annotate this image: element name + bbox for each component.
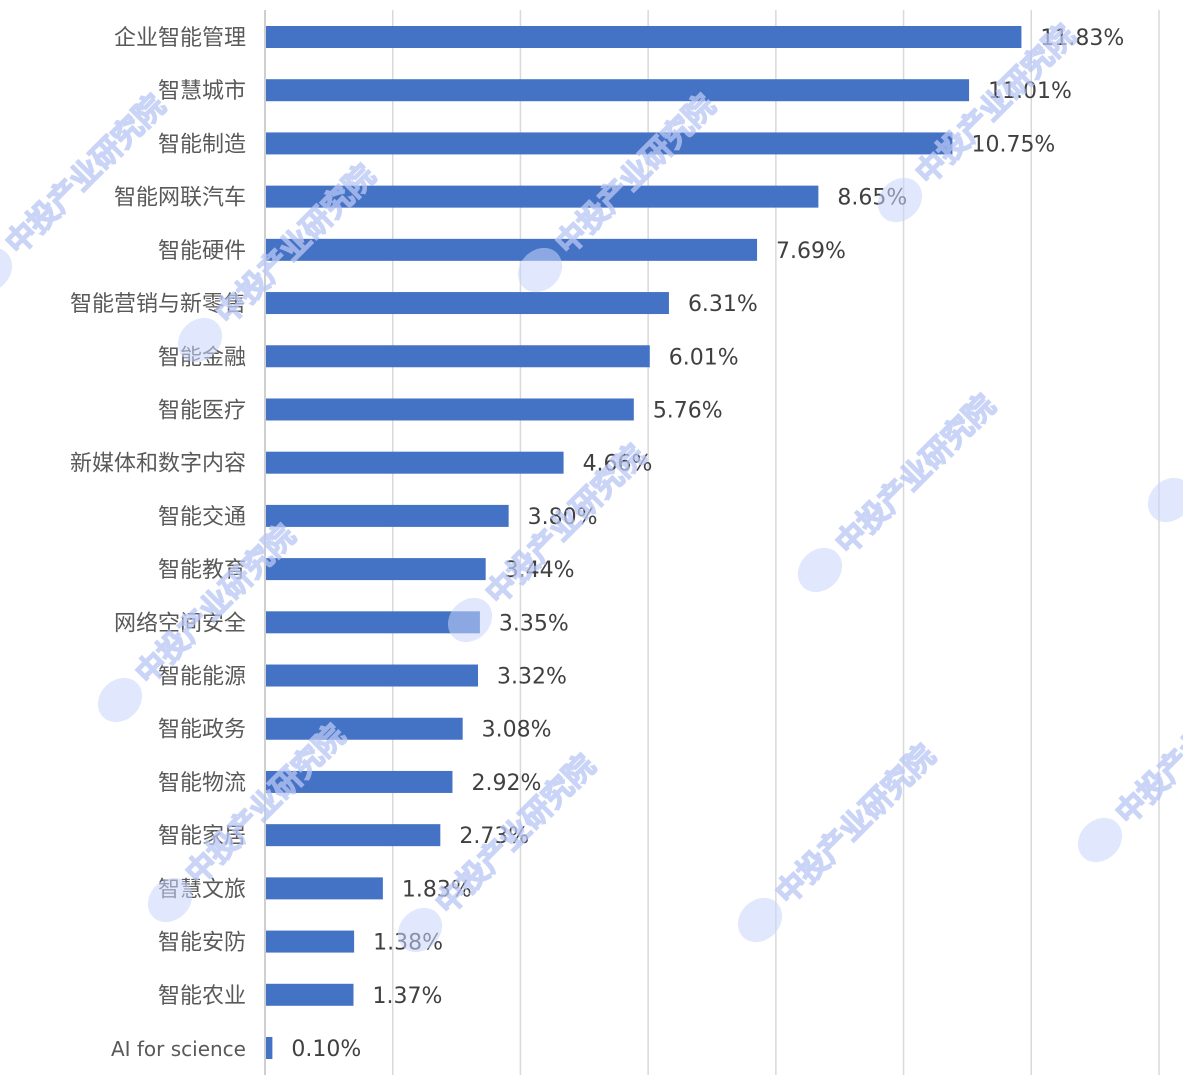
watermark-text: 中投产业研究院 (1179, 318, 1183, 491)
data-label: 10.75% (971, 132, 1055, 157)
bar (266, 132, 953, 155)
watermark-text: 中投产业研究院 (179, 718, 352, 891)
category-label: 智能政务 (158, 718, 246, 743)
data-label: 1.37% (372, 984, 442, 1009)
bar (266, 26, 1022, 48)
bar (266, 345, 650, 368)
category-label: 企业智能管理 (114, 26, 246, 51)
watermark-text: 中投产业研究院 (829, 388, 1002, 561)
category-label: 智能交通 (158, 505, 246, 530)
watermark-logo-icon (737, 897, 783, 943)
data-label: 5.76% (653, 398, 723, 423)
bar (266, 451, 564, 474)
watermark-logo-icon (877, 177, 923, 223)
data-label: 3.80% (528, 505, 598, 530)
data-label: 11.01% (988, 79, 1072, 104)
watermark-logo-icon (797, 547, 843, 593)
bar (266, 611, 480, 634)
data-label: 7.69% (776, 239, 846, 264)
watermark: 中投产业研究院 (797, 388, 1003, 593)
category-label: AI for science (111, 1037, 246, 1061)
data-label: 0.10% (291, 1037, 361, 1062)
bar (266, 79, 970, 102)
watermark: 中投产业研究院 (737, 738, 943, 943)
category-label: 智能营销与新零售 (70, 292, 246, 317)
watermark-logo-icon (1147, 477, 1183, 523)
bar (266, 770, 453, 793)
watermark-logo-icon (1077, 817, 1123, 863)
category-label: 智能教育 (158, 558, 246, 583)
bar (266, 983, 354, 1006)
data-labels: 11.83%11.01%10.75%8.65%7.69%6.31%6.01%5.… (291, 26, 1124, 1062)
watermark-text: 中投产业研究院 (549, 88, 722, 261)
category-label: 智能物流 (158, 771, 246, 796)
category-label: 智能制造 (158, 132, 246, 157)
data-label: 1.83% (402, 877, 472, 902)
watermark: 中投产业研究院 (1147, 318, 1183, 523)
data-label: 6.31% (688, 292, 758, 317)
bar (266, 558, 486, 581)
bar (266, 877, 383, 900)
category-labels: 企业智能管理智慧城市智能制造智能网联汽车智能硬件智能营销与新零售智能金融智能医疗… (70, 26, 246, 1061)
data-label: 4.66% (583, 452, 653, 477)
category-label: 智能家居 (158, 824, 246, 849)
bar (266, 398, 634, 421)
bar (266, 930, 355, 953)
watermark-logo-icon (447, 597, 493, 643)
category-label: 智能安防 (158, 931, 246, 956)
watermark: 中投产业研究院 (877, 18, 1083, 223)
category-label: 网络空间安全 (114, 611, 246, 636)
watermark-logo-icon (397, 907, 443, 953)
bar (266, 1037, 273, 1059)
data-label: 2.92% (471, 771, 541, 796)
watermark-logo-icon (0, 247, 13, 293)
data-label: 2.73% (459, 824, 529, 849)
category-label: 智能能源 (158, 665, 246, 690)
gridlines (264, 10, 1160, 1075)
category-label: 智能农业 (158, 984, 246, 1009)
data-label: 3.44% (505, 558, 575, 583)
watermark-logo-icon (97, 677, 143, 723)
category-label: 智慧城市 (158, 79, 246, 104)
bar (266, 717, 463, 740)
watermark-logo-icon (177, 317, 223, 363)
data-label: 3.35% (499, 611, 569, 636)
bar (266, 185, 819, 208)
bar (266, 664, 479, 687)
bar (266, 292, 669, 315)
watermark: 中投产业研究院 (1077, 658, 1183, 863)
category-label: 智能医疗 (158, 398, 246, 423)
watermark-text: 中投产业研究院 (769, 738, 942, 911)
data-label: 3.08% (482, 718, 552, 743)
category-label: 智能网联汽车 (114, 186, 246, 211)
bar (266, 504, 509, 527)
watermark-text: 中投产业研究院 (0, 88, 172, 261)
data-label: 11.83% (1040, 26, 1124, 51)
bar (266, 824, 441, 847)
data-label: 6.01% (669, 345, 739, 370)
bar (266, 238, 758, 261)
watermark-logo-icon (147, 877, 193, 923)
category-label: 智能硬件 (158, 239, 246, 264)
category-label: 新媒体和数字内容 (70, 452, 246, 477)
watermark-text: 中投产业研究院 (1109, 658, 1183, 831)
bars (266, 26, 1022, 1059)
watermark-logo-icon (517, 247, 563, 293)
data-label: 3.32% (497, 665, 567, 690)
